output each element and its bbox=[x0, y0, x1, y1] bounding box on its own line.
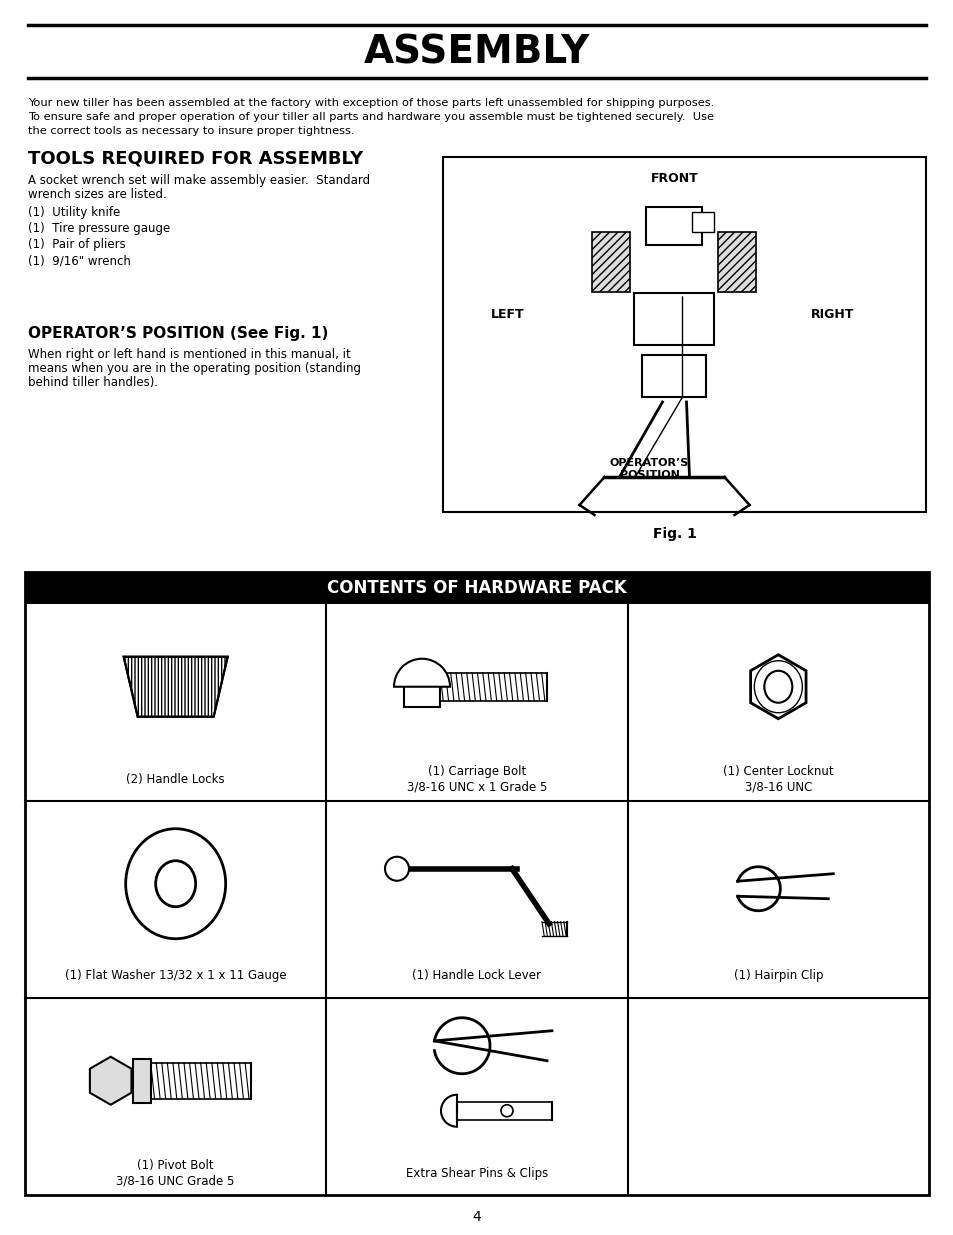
Text: (1) Carriage Bolt
3/8-16 UNC x 1 Grade 5: (1) Carriage Bolt 3/8-16 UNC x 1 Grade 5 bbox=[406, 764, 547, 793]
Text: Your new tiller has been assembled at the factory with exception of those parts : Your new tiller has been assembled at th… bbox=[28, 98, 714, 107]
Bar bbox=[25, 572, 928, 604]
Bar bbox=[592, 232, 630, 291]
Polygon shape bbox=[90, 1057, 132, 1105]
Text: (1) Center Locknut
3/8-16 UNC: (1) Center Locknut 3/8-16 UNC bbox=[722, 764, 833, 793]
Text: Fig. 1: Fig. 1 bbox=[652, 527, 696, 541]
Bar bbox=[641, 354, 706, 396]
Circle shape bbox=[500, 1105, 513, 1116]
Text: behind tiller handles).: behind tiller handles). bbox=[28, 375, 158, 389]
Bar bbox=[403, 667, 439, 706]
Text: (2) Handle Locks: (2) Handle Locks bbox=[126, 773, 225, 785]
Polygon shape bbox=[750, 655, 805, 719]
Bar bbox=[718, 232, 756, 291]
Text: (1)  9/16" wrench: (1) 9/16" wrench bbox=[28, 254, 131, 267]
Bar bbox=[132, 1058, 151, 1103]
Text: means when you are in the operating position (standing: means when you are in the operating posi… bbox=[28, 362, 360, 375]
Text: the correct tools as necessary to insure proper tightness.: the correct tools as necessary to insure… bbox=[28, 126, 355, 136]
Text: wrench sizes are listed.: wrench sizes are listed. bbox=[28, 188, 167, 201]
Text: (1) Handle Lock Lever: (1) Handle Lock Lever bbox=[412, 969, 541, 983]
Text: LEFT: LEFT bbox=[491, 309, 524, 321]
Wedge shape bbox=[394, 658, 450, 687]
Text: Extra Shear Pins & Clips: Extra Shear Pins & Clips bbox=[405, 1167, 548, 1179]
Text: RIGHT: RIGHT bbox=[810, 309, 854, 321]
Bar bbox=[692, 212, 714, 232]
Text: FRONT: FRONT bbox=[650, 173, 698, 185]
Bar bbox=[442, 157, 925, 513]
Text: (1) Hairpin Clip: (1) Hairpin Clip bbox=[733, 969, 822, 983]
Text: A socket wrench set will make assembly easier.  Standard: A socket wrench set will make assembly e… bbox=[28, 174, 370, 186]
Text: 4: 4 bbox=[472, 1210, 481, 1224]
Text: When right or left hand is mentioned in this manual, it: When right or left hand is mentioned in … bbox=[28, 348, 351, 361]
Circle shape bbox=[385, 857, 409, 881]
Ellipse shape bbox=[763, 671, 792, 703]
Text: (1) Flat Washer 13/32 x 1 x 11 Gauge: (1) Flat Washer 13/32 x 1 x 11 Gauge bbox=[65, 969, 286, 983]
Text: (1)  Pair of pliers: (1) Pair of pliers bbox=[28, 238, 126, 251]
Bar bbox=[646, 207, 701, 245]
Text: OPERATOR’S POSITION (See Fig. 1): OPERATOR’S POSITION (See Fig. 1) bbox=[28, 326, 328, 341]
Text: (1) Pivot Bolt
3/8-16 UNC Grade 5: (1) Pivot Bolt 3/8-16 UNC Grade 5 bbox=[116, 1158, 234, 1187]
Text: ASSEMBLY: ASSEMBLY bbox=[363, 35, 590, 72]
Bar bbox=[25, 572, 928, 1195]
Wedge shape bbox=[440, 1094, 456, 1126]
Text: To ensure safe and proper operation of your tiller all parts and hardware you as: To ensure safe and proper operation of y… bbox=[28, 112, 713, 122]
Text: TOOLS REQUIRED FOR ASSEMBLY: TOOLS REQUIRED FOR ASSEMBLY bbox=[28, 149, 363, 168]
Text: OPERATOR’S
POSITION: OPERATOR’S POSITION bbox=[609, 458, 688, 480]
Ellipse shape bbox=[126, 829, 226, 939]
Text: (1)  Utility knife: (1) Utility knife bbox=[28, 206, 120, 219]
Text: CONTENTS OF HARDWARE PACK: CONTENTS OF HARDWARE PACK bbox=[327, 579, 626, 597]
Bar bbox=[634, 293, 714, 345]
Ellipse shape bbox=[155, 861, 195, 906]
Text: (1)  Tire pressure gauge: (1) Tire pressure gauge bbox=[28, 222, 170, 235]
Polygon shape bbox=[124, 657, 228, 716]
